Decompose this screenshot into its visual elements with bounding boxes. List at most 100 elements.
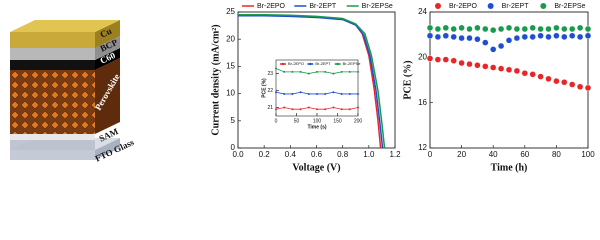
x-tick-label: 0.6 [311, 150, 323, 159]
data-point [561, 25, 568, 33]
sam-layer [10, 134, 95, 140]
data-point [291, 108, 294, 111]
x-tick-label: 100 [581, 150, 595, 159]
y-tick-label: 23 [267, 71, 273, 77]
x-axis-label: Voltage (V) [292, 162, 340, 173]
fto-layer [10, 140, 95, 150]
x-tick-label: 1.0 [363, 150, 375, 159]
y-tick-label: 20 [418, 52, 427, 61]
data-point [529, 24, 536, 32]
y-tick-label: 20 [226, 34, 235, 43]
data-point [505, 24, 513, 32]
data-point [348, 108, 351, 111]
legend-marker [281, 62, 285, 66]
data-point [474, 24, 481, 32]
data-point [513, 34, 521, 42]
legend-label: Br-2EPO [449, 3, 478, 10]
y-tick-label: 21 [267, 105, 273, 111]
data-point [490, 26, 497, 34]
data-point [324, 92, 327, 95]
y-tick-label: 24 [418, 7, 427, 16]
data-point [324, 108, 327, 111]
y-tick-label: 12 [418, 143, 427, 152]
plot-frame [429, 11, 589, 149]
data-point [357, 106, 359, 109]
data-point [450, 25, 457, 33]
data-point [561, 79, 568, 86]
data-point [576, 24, 584, 32]
glass-side [95, 138, 120, 160]
data-point [458, 24, 465, 32]
data-point [505, 37, 513, 44]
legend-label: Br-2EPSe [343, 61, 362, 66]
data-point [283, 106, 286, 109]
legend-marker [309, 62, 312, 66]
data-point [426, 24, 434, 32]
plot-frame [275, 59, 359, 117]
perovskite-layer [10, 70, 95, 134]
legend-marker [336, 62, 339, 66]
data-point [561, 33, 568, 41]
data-point [537, 73, 544, 80]
y-tick-label: 15 [226, 62, 235, 71]
perovskite-side [95, 58, 120, 134]
y-tick-label: 5 [231, 116, 236, 125]
data-point [332, 91, 335, 94]
x-tick-label: 80 [552, 150, 561, 159]
data-point [357, 92, 359, 95]
data-point [521, 25, 528, 33]
data-point [291, 70, 294, 73]
data-point [521, 69, 528, 77]
data-point [307, 72, 310, 75]
cu-layer [10, 32, 95, 48]
data-point [283, 70, 286, 73]
data-point [490, 64, 497, 71]
data-point [466, 34, 473, 42]
data-point [316, 108, 318, 111]
data-point [458, 59, 465, 67]
data-point [332, 106, 335, 109]
cu-top [10, 20, 120, 32]
data-point [283, 92, 286, 95]
legend-label: Br-2EPT [309, 3, 337, 10]
x-axis-label: Time (h) [491, 162, 528, 173]
data-point [569, 81, 576, 88]
x-tick-label: 150 [333, 118, 342, 124]
data-point [482, 25, 489, 33]
data-point [553, 32, 560, 39]
layer-label: Cu [98, 26, 113, 40]
data-point [537, 25, 544, 33]
bcp-side [95, 36, 120, 60]
data-point [474, 36, 481, 43]
data-point [482, 39, 489, 46]
data-point [537, 32, 544, 39]
data-point [291, 92, 294, 95]
data-point [584, 32, 592, 39]
y-tick-label: 25 [226, 7, 235, 16]
data-point [434, 33, 442, 41]
c60-layer [10, 60, 95, 70]
data-point [513, 67, 521, 75]
data-point [442, 56, 449, 63]
data-point [307, 106, 310, 109]
data-point [584, 25, 592, 33]
data-point [450, 57, 457, 64]
glass-layer [10, 150, 95, 160]
data-point [458, 34, 465, 42]
data-point [466, 25, 473, 33]
x-tick-label: 1.2 [389, 150, 401, 159]
bcp-layer [10, 48, 95, 60]
data-point [490, 46, 497, 53]
legend-marker [435, 3, 441, 9]
legend-label: Br-2EPT [502, 3, 530, 10]
data-point [307, 92, 310, 95]
data-point [482, 63, 489, 70]
data-point [426, 55, 434, 62]
data-point [332, 72, 335, 75]
data-point [569, 32, 576, 39]
data-point [316, 92, 318, 95]
data-point [426, 32, 434, 39]
c60-side [95, 48, 120, 70]
y-tick-label: 0 [231, 143, 236, 152]
x-tick-label: 200 [354, 118, 363, 124]
